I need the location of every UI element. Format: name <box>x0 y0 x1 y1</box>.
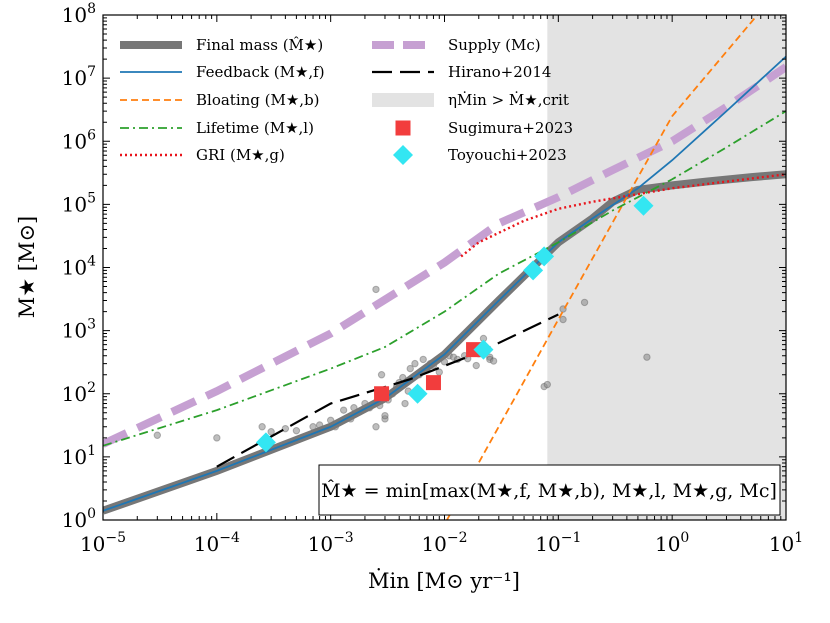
series-line-2 <box>446 15 759 520</box>
legend: Final mass (M̂★) Feedback (M★,f) Bloating … <box>120 36 573 165</box>
toyouchi-point <box>534 246 555 267</box>
toyouchi-point <box>473 339 494 360</box>
x-axis-label: Ṁin [M⊙ yr⁻¹] <box>368 569 520 593</box>
legend-label: Toyouchi+2023 <box>448 146 567 164</box>
sim-point <box>489 357 498 365</box>
y-tick-label: 104 <box>62 254 96 280</box>
series-line-6 <box>216 313 559 468</box>
legend-item: Supply (Mc) <box>372 36 541 54</box>
sim-point <box>411 359 419 368</box>
legend-label: Hirano+2014 <box>448 63 551 81</box>
legend-item: Feedback (M★,f) <box>120 63 325 81</box>
sim-point <box>213 434 221 442</box>
sim-point <box>153 431 162 439</box>
y-axis-label: M★ [M⊙] <box>15 216 39 319</box>
legend-item: Toyouchi+2023 <box>393 145 567 165</box>
legend-swatch <box>393 145 413 165</box>
x-tick-label: 10−5 <box>80 530 126 556</box>
sim-point <box>292 426 301 435</box>
sim-point <box>372 423 380 431</box>
formula-text: M̂★ = min[max(M★,f, M★,b), M★,l, M★,g, M… <box>321 480 777 502</box>
sim-point <box>267 428 275 436</box>
sim-point <box>377 371 386 379</box>
y-tick-label: 108 <box>62 1 96 27</box>
legend-label: Lifetime (M★,l) <box>196 119 314 137</box>
toyouchi-point <box>523 260 544 281</box>
y-tick-label: 101 <box>62 443 96 469</box>
legend-item: ηṀin > Ṁ★,crit <box>372 91 569 109</box>
legend-item: Sugimura+2023 <box>395 119 573 137</box>
legend-label: GRI (M★,g) <box>196 146 285 164</box>
formula-box: M̂★ = min[max(M★,f, M★,b), M★,l, M★,g, M… <box>318 464 781 516</box>
legend-item: Lifetime (M★,l) <box>120 119 314 137</box>
sim-point <box>406 364 414 373</box>
x-tick-label: 10−3 <box>308 530 354 556</box>
sim-point <box>401 399 409 408</box>
sim-point <box>543 380 552 389</box>
x-tick-label: 10−4 <box>194 530 240 556</box>
legend-item: Final mass (M̂★) <box>120 36 323 54</box>
legend-item: GRI (M★,g) <box>120 146 285 164</box>
sim-point <box>372 285 380 294</box>
sim-point <box>472 361 480 370</box>
y-tick-label: 103 <box>62 317 96 343</box>
sim-point <box>281 424 290 433</box>
y-tick-label: 105 <box>62 190 96 216</box>
sim-point <box>559 315 567 324</box>
plot-clipped-layer <box>103 15 786 520</box>
legend-swatch <box>395 120 411 136</box>
y-tick-label: 107 <box>62 64 96 90</box>
sugimura-point <box>374 386 390 402</box>
toyouchi-point <box>407 383 428 404</box>
x-tick-label: 10−2 <box>421 530 467 556</box>
sugimura-point <box>425 375 441 391</box>
plot-area <box>103 15 786 520</box>
toyouchi-point <box>633 195 654 216</box>
legend-item: Hirano+2014 <box>372 63 551 81</box>
legend-label: Supply (Mc) <box>448 36 541 54</box>
series-line-4 <box>460 173 786 258</box>
tick-labels: 10−5 10−4 10−3 10−2 10−1 100 101 100 101 102 103 10… <box>62 1 804 556</box>
plot-frame <box>102 14 787 521</box>
sim-point <box>258 423 266 431</box>
y-tick-label: 102 <box>62 380 96 406</box>
legend-label: Final mass (M̂★) <box>196 36 323 54</box>
legend-label: Sugimura+2023 <box>448 119 573 137</box>
sim-point <box>580 298 589 307</box>
x-tick-label: 100 <box>655 530 689 556</box>
sim-point <box>381 411 389 420</box>
x-tick-label: 10−1 <box>535 530 581 556</box>
series-line-3 <box>103 110 786 447</box>
toyouchi-point <box>255 432 276 453</box>
sim-point <box>643 353 651 361</box>
legend-swatch <box>372 93 434 107</box>
legend-label: Bloating (M★,b) <box>196 91 320 109</box>
legend-item: Bloating (M★,b) <box>120 91 320 109</box>
y-tick-label: 106 <box>62 127 96 153</box>
legend-label: Feedback (M★,f) <box>196 63 325 81</box>
sim-point <box>339 406 348 414</box>
sim-point <box>419 355 427 364</box>
legend-label: ηṀin > Ṁ★,crit <box>448 91 569 109</box>
x-tick-label: 101 <box>769 530 803 556</box>
y-tick-label: 100 <box>62 506 96 532</box>
